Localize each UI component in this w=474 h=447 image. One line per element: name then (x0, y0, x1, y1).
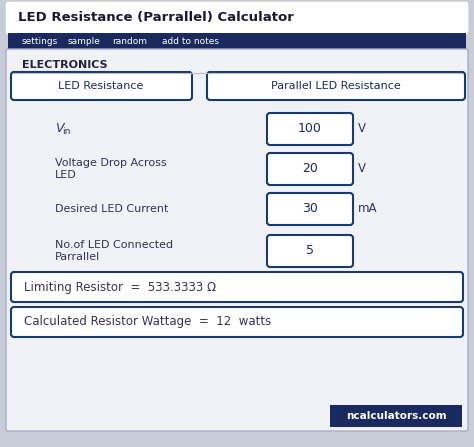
Text: Desired LED Current: Desired LED Current (55, 204, 168, 214)
Text: add to notes: add to notes (162, 37, 219, 46)
FancyBboxPatch shape (207, 72, 465, 100)
FancyBboxPatch shape (5, 1, 469, 35)
Text: 100: 100 (298, 122, 322, 135)
FancyBboxPatch shape (267, 193, 353, 225)
FancyBboxPatch shape (267, 113, 353, 145)
Text: LED: LED (55, 170, 77, 180)
Text: ELECTRONICS: ELECTRONICS (22, 60, 108, 70)
FancyBboxPatch shape (6, 49, 468, 431)
FancyBboxPatch shape (11, 272, 463, 302)
Text: V: V (358, 122, 366, 135)
Text: LED Resistance (Parrallel) Calculator: LED Resistance (Parrallel) Calculator (18, 12, 294, 25)
FancyBboxPatch shape (267, 153, 353, 185)
Text: Limiting Resistor  =  533.3333 Ω: Limiting Resistor = 533.3333 Ω (24, 281, 216, 294)
Text: Parallel LED Resistance: Parallel LED Resistance (271, 81, 401, 91)
Text: V: V (55, 122, 64, 135)
Text: 20: 20 (302, 163, 318, 176)
Text: Calculated Resistor Wattage  =  12  watts: Calculated Resistor Wattage = 12 watts (24, 316, 271, 329)
FancyBboxPatch shape (330, 405, 462, 427)
Text: 30: 30 (302, 202, 318, 215)
Text: in: in (62, 127, 70, 136)
FancyBboxPatch shape (267, 235, 353, 267)
Text: mA: mA (358, 202, 377, 215)
FancyBboxPatch shape (11, 72, 192, 100)
Text: Parrallel: Parrallel (55, 252, 100, 262)
Text: LED Resistance: LED Resistance (58, 81, 144, 91)
FancyBboxPatch shape (11, 307, 463, 337)
Text: settings: settings (22, 37, 58, 46)
FancyBboxPatch shape (8, 33, 466, 49)
Text: random: random (112, 37, 147, 46)
Text: Voltage Drop Across: Voltage Drop Across (55, 158, 167, 168)
Text: 5: 5 (306, 245, 314, 257)
Text: ncalculators.com: ncalculators.com (346, 411, 447, 421)
Text: V: V (358, 163, 366, 176)
Text: sample: sample (68, 37, 101, 46)
Text: No.of LED Connected: No.of LED Connected (55, 240, 173, 250)
